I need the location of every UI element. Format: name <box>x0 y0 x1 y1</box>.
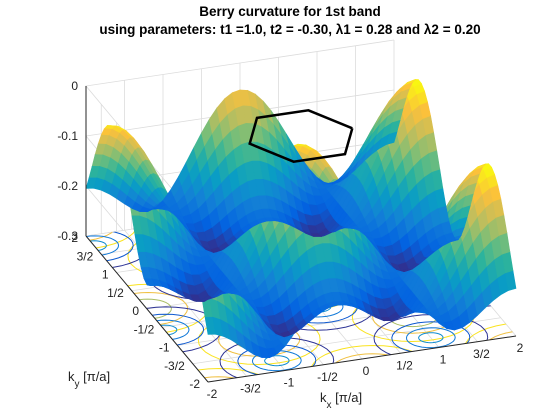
y-tick-label: 1 <box>102 268 109 282</box>
y-tick-label: -1 <box>159 341 170 355</box>
y-tick-label: 1/2 <box>107 286 124 300</box>
y-tick-label: 0 <box>132 304 139 318</box>
x-tick-label: -3/2 <box>240 381 261 395</box>
tick-labels: -2 -3/2 -1 -1/2 0 1/2 1 3/2 2 -2 -3/2 -1 -1/2 0 1/2 1 3/… <box>57 79 523 401</box>
x-axis-label: kx [π/a] <box>320 390 362 411</box>
x-tick-label: -1 <box>284 376 295 390</box>
y-tick-label: -2 <box>189 377 200 391</box>
y-tick-label: -3/2 <box>164 359 185 373</box>
chart-title: Berry curvature for 1st band <box>199 4 381 19</box>
x-tick-label: -2 <box>207 387 218 401</box>
brillouin-zone-outline <box>248 109 354 163</box>
x-tick-label: 1 <box>440 353 447 367</box>
y-tick-label: 3/2 <box>77 249 94 263</box>
chart-subtitle: using parameters: t1 =1.0, t2 = -0.30, λ… <box>99 22 480 37</box>
z-tick-label: -0.1 <box>57 129 78 143</box>
brillouin-zone-hexagon <box>248 109 354 163</box>
axes <box>85 86 517 383</box>
x-tick-label: 3/2 <box>473 347 490 361</box>
x-tick-label: -1/2 <box>317 370 338 384</box>
z-tick-label: -0.2 <box>57 179 78 193</box>
y-tick-label: 2 <box>71 231 78 245</box>
z-tick-label: -0.3 <box>57 229 78 243</box>
y-tick-label: -1/2 <box>134 322 155 336</box>
x-tick-label: 2 <box>517 341 524 355</box>
berry-curvature-surface <box>85 79 517 359</box>
z-tick-label: 0 <box>71 79 78 93</box>
x-tick-label: 1/2 <box>396 358 413 372</box>
x-tick-label: 0 <box>363 364 370 378</box>
y-axis-label: ky [π/a] <box>68 369 110 390</box>
